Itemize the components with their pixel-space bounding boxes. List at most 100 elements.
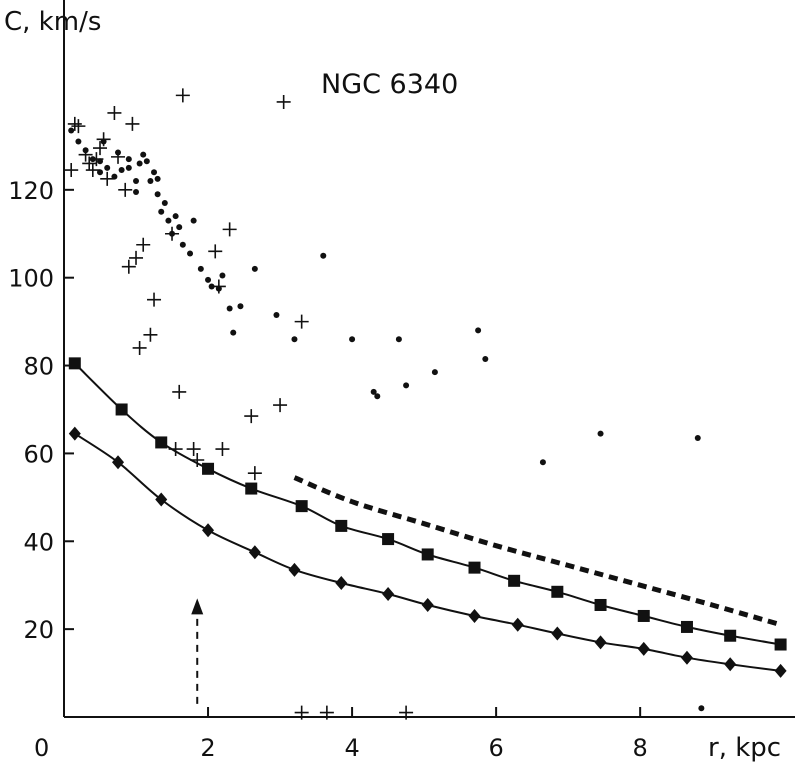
cross-point xyxy=(125,116,140,131)
axes: 20 40 60 80 100 120 2 4 6 8 xyxy=(8,0,795,762)
cross-point xyxy=(132,340,147,355)
square-point xyxy=(382,533,395,546)
y-tick-label: 80 xyxy=(23,353,54,381)
dashed-curve xyxy=(293,475,782,628)
dot-point xyxy=(205,276,212,283)
dot-point xyxy=(140,151,147,158)
dot-point xyxy=(482,355,489,362)
dot-point xyxy=(75,138,82,145)
dot-point xyxy=(154,191,161,198)
dot-point xyxy=(431,369,438,376)
square-point xyxy=(202,462,215,475)
dot-point xyxy=(273,312,280,319)
cross-point xyxy=(147,292,162,307)
dot-point xyxy=(190,217,197,224)
dot-point xyxy=(158,208,165,215)
y-tick-label: 40 xyxy=(23,528,54,556)
cross-point xyxy=(399,705,414,720)
cross-point xyxy=(165,226,180,241)
dot-point xyxy=(104,164,111,171)
y-tick-label: 100 xyxy=(8,265,54,293)
dot-point xyxy=(143,158,150,165)
dot-point xyxy=(133,189,140,196)
cross-point xyxy=(247,466,262,481)
cross-point xyxy=(67,116,82,131)
cross-point xyxy=(82,156,97,171)
dot-point xyxy=(197,265,204,272)
diamond-point xyxy=(774,663,787,678)
cross-point xyxy=(78,147,93,162)
cross-point xyxy=(100,171,115,186)
dot-point xyxy=(370,388,377,395)
cross-point xyxy=(85,163,100,178)
cross-point xyxy=(222,222,237,237)
diamond-point xyxy=(202,523,215,538)
cross-point xyxy=(319,705,334,720)
cross-point xyxy=(273,398,288,413)
dot-point xyxy=(133,178,140,185)
diamond-point xyxy=(594,635,607,650)
cross-point xyxy=(107,105,122,120)
diamond-point xyxy=(68,426,81,441)
y-tick-label: 20 xyxy=(23,616,54,644)
square-point xyxy=(335,519,348,532)
cross-point xyxy=(111,149,126,164)
dot-point xyxy=(237,303,244,310)
dot-point xyxy=(68,127,75,134)
dot-point xyxy=(208,283,215,290)
cross-point xyxy=(175,88,190,103)
dot-point xyxy=(230,329,237,336)
dot-point xyxy=(125,164,132,171)
dot-point xyxy=(125,156,132,163)
diamond-point xyxy=(382,586,395,601)
labels: C, km/s r, kpc NGC 6340 0 xyxy=(4,7,781,763)
cross-point xyxy=(294,705,309,720)
cross-point xyxy=(276,94,291,109)
square-point xyxy=(68,357,81,370)
square-point xyxy=(680,620,693,633)
cross-point xyxy=(172,384,187,399)
cross-point xyxy=(211,279,226,294)
data-marks xyxy=(64,88,787,720)
diamond-point xyxy=(724,657,737,672)
dot-point xyxy=(176,224,183,231)
diamond-point xyxy=(421,597,434,612)
y-axis-label: C, km/s xyxy=(4,7,101,37)
square-point xyxy=(637,609,650,622)
diamond-point xyxy=(468,608,481,623)
cross-point xyxy=(190,453,205,468)
x-tick-label: 6 xyxy=(488,734,503,762)
diamond-point xyxy=(551,626,564,641)
diamond-point xyxy=(112,455,125,470)
diamond-point xyxy=(680,650,693,665)
curves xyxy=(74,362,782,704)
square-point xyxy=(115,403,128,416)
dot-point xyxy=(291,336,298,343)
chart-title: NGC 6340 xyxy=(321,69,458,100)
cross-point xyxy=(118,182,133,197)
arrow-head xyxy=(191,598,204,615)
dot-point xyxy=(226,305,233,312)
cross-point xyxy=(89,152,104,167)
cross-point xyxy=(136,237,151,252)
dot-point xyxy=(597,430,604,437)
cross-point xyxy=(244,409,259,424)
y-tick-label: 60 xyxy=(23,440,54,468)
dot-point xyxy=(395,336,402,343)
square-point xyxy=(421,548,434,561)
dot-point xyxy=(694,435,701,442)
cross-point xyxy=(294,314,309,329)
square-point xyxy=(724,629,737,642)
dot-point xyxy=(349,336,356,343)
dot-point xyxy=(698,705,705,712)
square-point xyxy=(774,638,787,651)
dot-point xyxy=(475,327,482,334)
cross-point xyxy=(96,132,111,147)
dot-point xyxy=(136,160,143,167)
square-point xyxy=(594,598,607,611)
square-point xyxy=(508,574,521,587)
dot-point xyxy=(161,200,168,207)
diamond-point xyxy=(335,576,348,591)
square-point xyxy=(295,500,308,513)
